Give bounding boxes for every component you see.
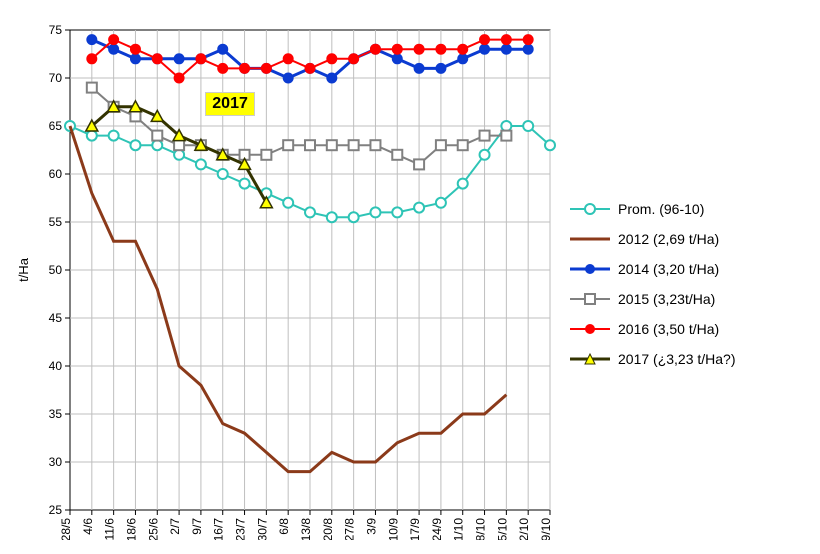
legend-marker xyxy=(570,321,610,337)
legend-label: 2012 (2,69 t/Ha) xyxy=(618,231,719,247)
svg-text:16/7: 16/7 xyxy=(212,518,226,540)
svg-text:11/6: 11/6 xyxy=(103,518,117,540)
svg-text:1/10: 1/10 xyxy=(452,518,466,540)
svg-text:23/7: 23/7 xyxy=(234,518,248,540)
svg-text:30/7: 30/7 xyxy=(255,518,269,540)
svg-text:28/5: 28/5 xyxy=(59,518,73,540)
legend-marker xyxy=(570,291,610,307)
svg-text:29/10: 29/10 xyxy=(539,518,553,540)
legend-label: Prom. (96-10) xyxy=(618,201,704,217)
legend-label: 2017 (¿3,23 t/Ha?) xyxy=(618,351,736,367)
legend-item: 2012 (2,69 t/Ha) xyxy=(570,230,790,248)
svg-text:17/9: 17/9 xyxy=(408,518,422,540)
legend-label: 2015 (3,23t/Ha) xyxy=(618,291,715,307)
svg-text:25: 25 xyxy=(49,503,63,517)
svg-text:35: 35 xyxy=(49,407,63,421)
svg-text:10/9: 10/9 xyxy=(386,518,400,540)
svg-text:60: 60 xyxy=(49,167,63,181)
svg-text:40: 40 xyxy=(49,359,63,373)
svg-text:25/6: 25/6 xyxy=(146,518,160,540)
legend: Prom. (96-10) 2012 (2,69 t/Ha) 2014 (3,20 … xyxy=(570,200,790,380)
legend-item: 2016 (3,50 t/Ha) xyxy=(570,320,790,338)
legend-item: 2014 (3,20 t/Ha) xyxy=(570,260,790,278)
svg-text:18/6: 18/6 xyxy=(124,518,138,540)
legend-label: 2016 (3,50 t/Ha) xyxy=(618,321,719,337)
svg-text:3/9: 3/9 xyxy=(364,518,378,535)
legend-label: 2014 (3,20 t/Ha) xyxy=(618,261,719,277)
legend-item: 2015 (3,23t/Ha) xyxy=(570,290,790,308)
svg-text:4/6: 4/6 xyxy=(81,518,95,535)
svg-text:27/8: 27/8 xyxy=(343,518,357,540)
svg-text:13/8: 13/8 xyxy=(299,518,313,540)
svg-text:20/8: 20/8 xyxy=(321,518,335,540)
svg-text:15/10: 15/10 xyxy=(495,518,509,540)
svg-text:22/10: 22/10 xyxy=(517,518,531,540)
svg-text:70: 70 xyxy=(49,71,63,85)
svg-text:t/Ha: t/Ha xyxy=(16,257,31,282)
svg-text:50: 50 xyxy=(49,263,63,277)
svg-text:24/9: 24/9 xyxy=(430,518,444,540)
svg-text:9/7: 9/7 xyxy=(190,518,204,535)
legend-marker xyxy=(570,231,610,247)
svg-text:6/8: 6/8 xyxy=(277,518,291,535)
svg-text:65: 65 xyxy=(49,119,63,133)
svg-text:55: 55 xyxy=(49,215,63,229)
legend-item: 2017 (¿3,23 t/Ha?) xyxy=(570,350,790,368)
legend-marker xyxy=(570,201,610,217)
svg-text:2/7: 2/7 xyxy=(168,518,182,535)
legend-item: Prom. (96-10) xyxy=(570,200,790,218)
svg-text:75: 75 xyxy=(49,23,63,37)
annotation-2017: 2017 xyxy=(205,92,255,116)
svg-text:8/10: 8/10 xyxy=(474,518,488,540)
svg-text:30: 30 xyxy=(49,455,63,469)
legend-marker xyxy=(570,261,610,277)
annotation-text: 2017 xyxy=(212,95,248,112)
legend-marker xyxy=(570,351,610,367)
svg-text:45: 45 xyxy=(49,311,63,325)
